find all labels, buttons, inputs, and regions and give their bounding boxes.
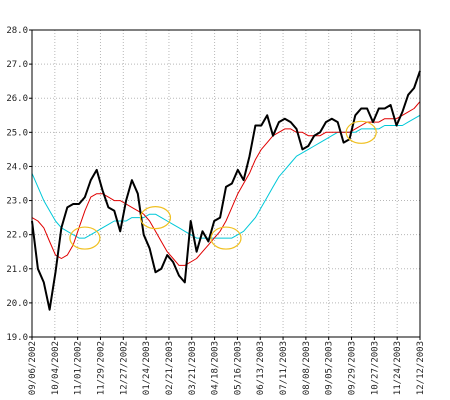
- x-tick-label: 03/21/2003: [188, 341, 198, 395]
- y-tick-label: 28.0: [6, 26, 28, 36]
- x-tick-label: 10/27/2003: [370, 341, 380, 395]
- plot-area: [31, 29, 421, 338]
- x-axis-ticks: 09/06/2002 10/04/2002 11/01/2002 11/29/2002…: [28, 337, 426, 395]
- moving-average-short-line: [31, 101, 421, 266]
- x-tick-label: 07/11/2003: [279, 341, 289, 395]
- highlight-ellipses: [69, 120, 377, 250]
- price-series-line: [31, 70, 421, 311]
- y-tick-label: 27.0: [6, 60, 28, 70]
- highlight-ellipse: [210, 226, 242, 250]
- x-tick-label: 08/08/2003: [302, 341, 312, 395]
- y-tick-label: 25.0: [6, 128, 28, 138]
- x-tick-label: 02/21/2003: [165, 341, 175, 395]
- y-tick-label: 19.0: [6, 333, 28, 343]
- x-tick-label: 12/12/2003: [416, 341, 426, 395]
- highlight-ellipse: [69, 226, 101, 250]
- x-tick-label: 11/24/2003: [393, 341, 403, 395]
- y-tick-label: 22.0: [6, 231, 28, 241]
- y-tick-label: 24.0: [6, 162, 28, 172]
- plot-border: [31, 29, 421, 338]
- x-tick-label: 10/04/2002: [51, 341, 61, 395]
- y-tick-label: 26.0: [6, 94, 28, 104]
- x-tick-label: 11/29/2002: [96, 341, 106, 395]
- x-tick-label: 01/24/2003: [142, 341, 152, 395]
- y-tick-label: 20.0: [6, 299, 28, 309]
- x-tick-label: 09/05/2003: [325, 341, 335, 395]
- x-tick-label: 06/13/2003: [256, 341, 266, 395]
- y-tick-label: 21.0: [6, 265, 28, 275]
- x-tick-label: 05/16/2003: [233, 341, 243, 395]
- highlight-ellipse: [139, 206, 172, 230]
- x-tick-label: 09/29/2003: [348, 341, 358, 395]
- x-tick-label: 12/27/2002: [119, 341, 129, 395]
- x-tick-label: 09/06/2002: [28, 341, 38, 395]
- x-tick-label: 11/01/2002: [74, 341, 84, 395]
- grid: [32, 30, 420, 337]
- y-axis-ticks: 19.0 20.0 21.0 22.0 23.0 24.0 25.0 26.0 27.0 28.0: [6, 26, 32, 343]
- x-tick-label: 04/18/2003: [211, 341, 221, 395]
- highlight-ellipse: [345, 120, 377, 144]
- y-tick-label: 23.0: [6, 197, 28, 207]
